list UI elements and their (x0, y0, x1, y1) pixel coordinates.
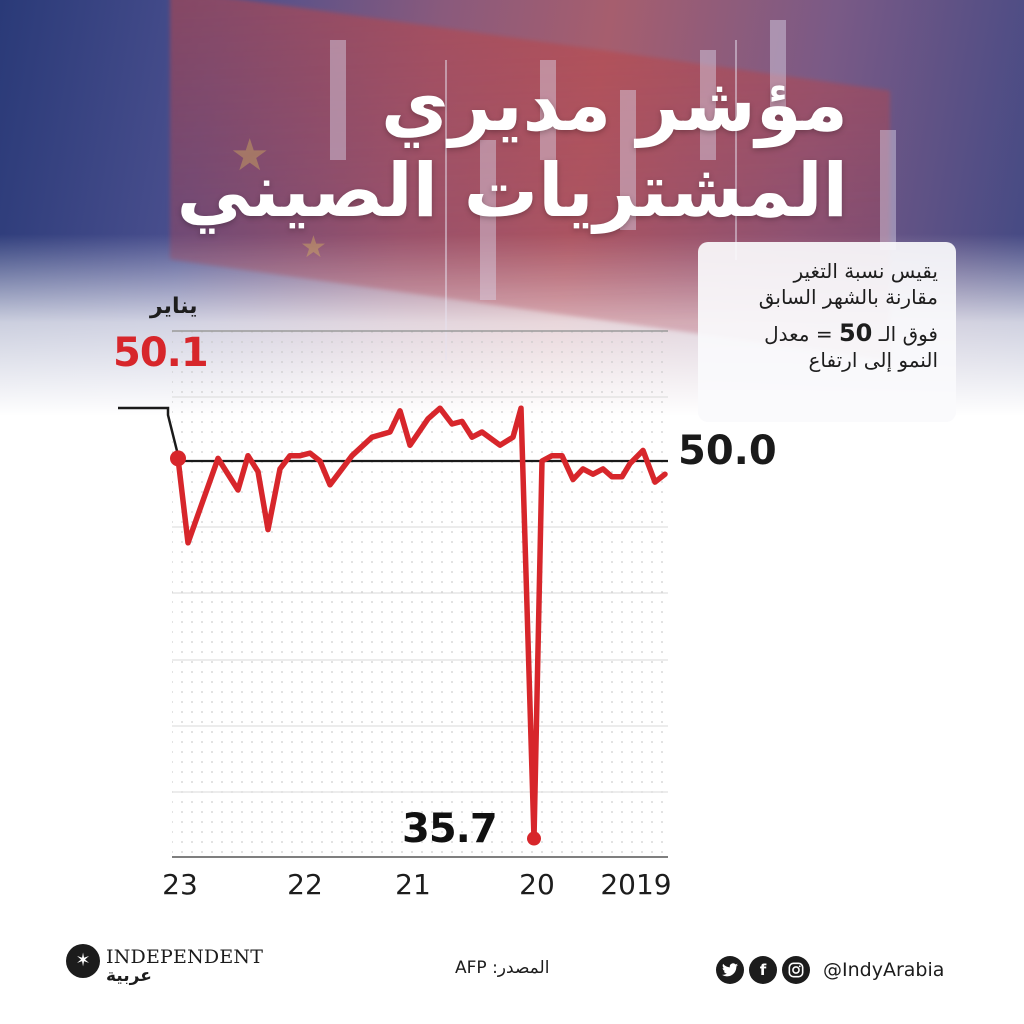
social-links: f @IndyArabia (716, 955, 944, 985)
title-line-2: المشتريات الصيني (176, 148, 848, 234)
facebook-icon[interactable]: f (749, 956, 777, 984)
minimum-value-label: 35.7 (402, 806, 498, 852)
info-line-3-prefix: فوق الـ (878, 322, 938, 346)
candlestick-decoration (880, 130, 896, 250)
candlestick-decoration (480, 140, 496, 300)
info-line-4: النمو إلى ارتفاع (808, 348, 938, 372)
x-tick-21: 21 (395, 868, 431, 901)
x-tick-22: 22 (287, 868, 323, 901)
x-tick-20: 20 (519, 868, 555, 901)
source-label: المصدر: (492, 958, 550, 978)
x-tick-2019: 2019 (600, 868, 672, 901)
eagle-emblem-icon: ✶ (66, 944, 100, 978)
candlestick-decoration (540, 60, 556, 160)
info-line-3-suffix: = معدل (764, 322, 833, 346)
instagram-icon[interactable] (782, 956, 810, 984)
social-handle[interactable]: @IndyArabia (823, 959, 945, 981)
candlestick-decoration (700, 50, 716, 160)
candlestick-decoration (770, 20, 786, 110)
candlestick-decoration (330, 40, 346, 160)
candlestick-decoration (445, 60, 447, 360)
candlestick-decoration (620, 90, 636, 230)
flag-star-icon: ★ (300, 230, 327, 265)
info-line-1: يقيس نسبة التغير (793, 259, 938, 283)
twitter-icon[interactable] (716, 956, 744, 984)
info-line-3-number: 50 (838, 319, 873, 347)
candlestick-decoration (735, 40, 737, 260)
brand-arabic: عربية (106, 966, 152, 986)
flag-star-icon: ★ (230, 130, 270, 181)
source-credit: المصدر: AFP (455, 958, 549, 978)
title-line-1: مؤشر مديري (381, 62, 848, 148)
page-title: مؤشر مديري المشتريات الصيني (168, 62, 848, 234)
info-line-2: مقارنة بالشهر السابق (758, 285, 938, 309)
info-box: يقيس نسبة التغير مقارنة بالشهر السابق فو… (698, 242, 956, 422)
source-value: AFP (455, 958, 487, 978)
minimum-point-marker (527, 831, 541, 846)
brand-name: INDEPENDENT (106, 946, 264, 968)
x-tick-23: 23 (162, 868, 198, 901)
independent-arabia-logo[interactable]: ✶ INDEPENDENT عربية (66, 942, 266, 992)
